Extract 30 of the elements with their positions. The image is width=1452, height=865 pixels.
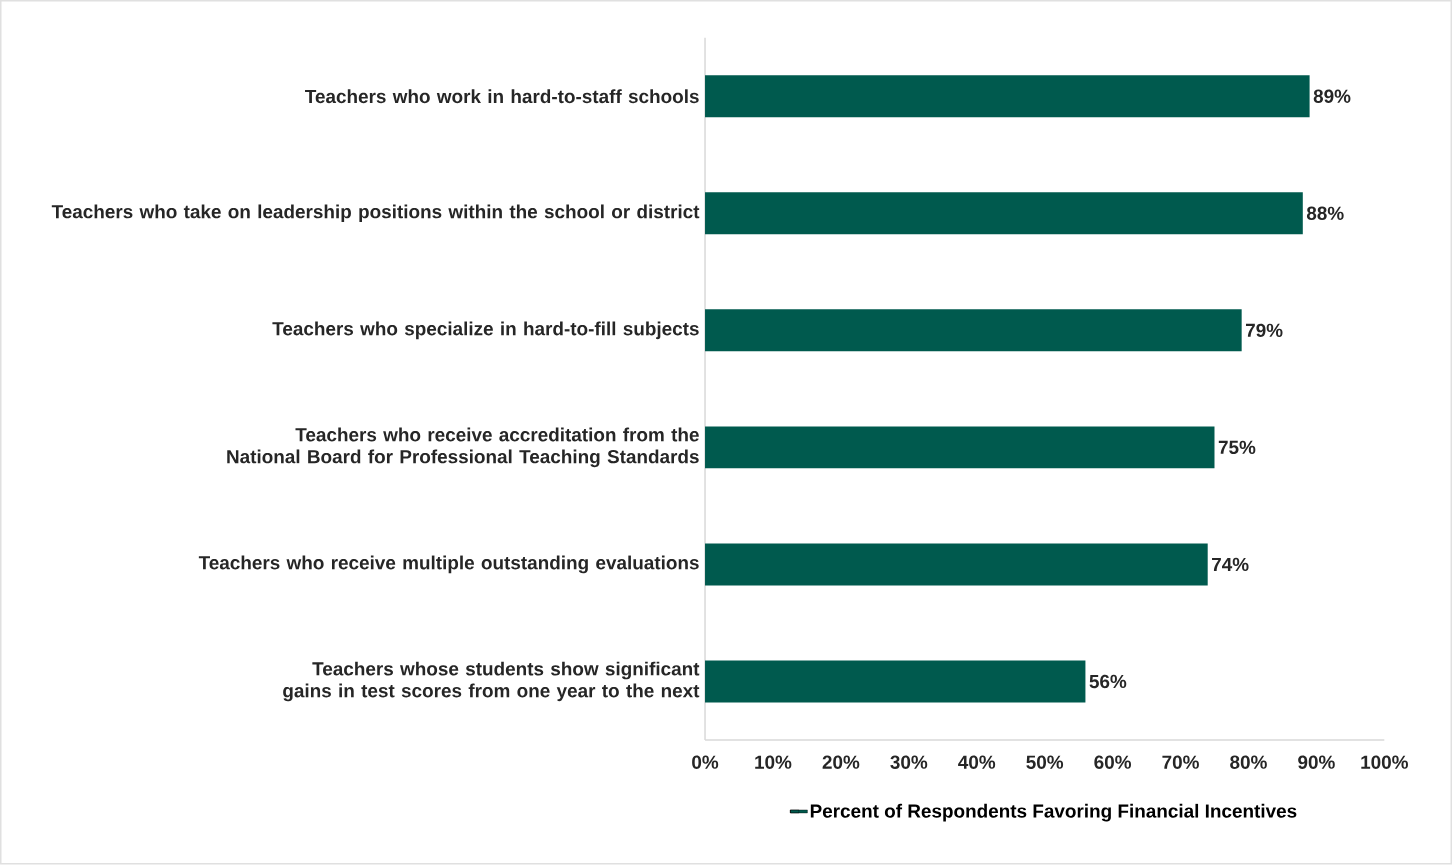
data-label: 79% (1245, 323, 1283, 338)
x-tick-label: 80% (1230, 755, 1267, 770)
x-tick-label: 0% (692, 755, 719, 770)
x-tick-label: 50% (1026, 755, 1064, 770)
legend-label: Percent of Respondents Favoring Financial Incentives (810, 804, 1297, 822)
data-label: 56% (1089, 674, 1127, 689)
x-tick-label: 40% (958, 755, 996, 770)
x-tick-label: 20% (822, 755, 860, 770)
x-tick-label: 90% (1298, 755, 1335, 770)
data-label: 74% (1212, 557, 1249, 572)
y-tick-label: Teachers who work in hard-to-staff schools (305, 89, 699, 104)
data-label: 75% (1218, 440, 1256, 455)
bar (705, 543, 1208, 586)
x-tick-label: 100% (1361, 755, 1408, 770)
bar (705, 309, 1242, 352)
bar (705, 660, 1086, 703)
y-tick-label: Teachers who specialize in hard-to-fill subjects (272, 321, 699, 340)
y-tick-label: Teachers who receive multiple outstanding evaluations (198, 555, 699, 574)
x-tick-label: 70% (1162, 755, 1199, 770)
bar (705, 75, 1310, 118)
x-tick-label: 60% (1094, 755, 1132, 770)
y-tick-label: Teachers who take on leadership positions within the school or district (51, 204, 700, 223)
data-label: 89% (1313, 89, 1351, 104)
data-label: 88% (1306, 206, 1344, 221)
x-tick-label: 10% (755, 755, 792, 770)
bar (705, 192, 1303, 235)
x-tick-label: 30% (890, 755, 928, 770)
bar (705, 426, 1215, 469)
y-tick-label: Teachers who receive accreditation from the National Board for Professional Teaching Standards (227, 427, 699, 468)
y-tick-label: Teachers whose students show significant gains in test scores from one year to the next (283, 661, 700, 702)
